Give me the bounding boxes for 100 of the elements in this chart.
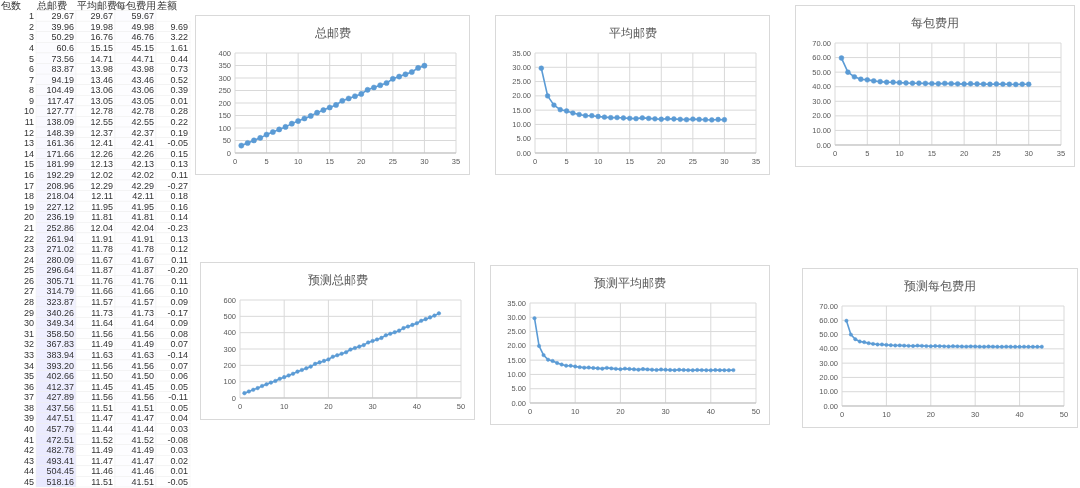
y-tick-label: 22 [23, 233, 34, 244]
data-label: 42.55 [131, 117, 154, 128]
data-label: 42.37 [131, 127, 154, 138]
data-label: 0.28 [170, 106, 188, 117]
data-label: 42.04 [131, 222, 154, 233]
data-label: 0.01 [170, 95, 188, 106]
data-label: 11.47 [91, 413, 113, 424]
y-tick-label: 37 [23, 392, 34, 403]
data-label: 15.15 [90, 42, 113, 53]
data-label: 0.73 [170, 64, 188, 75]
data-label: 393.20 [46, 360, 74, 371]
data-label: 11.56 [91, 392, 113, 403]
data-label: 0.04 [170, 413, 188, 424]
data-label: 0.39 [170, 85, 188, 96]
data-label: 11.91 [91, 233, 113, 244]
y-tick-label: 28 [23, 297, 34, 308]
data-label: 45.15 [131, 42, 154, 53]
data-label: 41.81 [131, 212, 154, 223]
data-label: 181.99 [46, 159, 74, 170]
data-label: 0.09 [170, 297, 188, 308]
y-tick-label: 7 [28, 74, 34, 85]
data-label: 236.19 [46, 212, 74, 223]
data-label: 0.16 [170, 201, 188, 212]
x-tick-label: 总邮费 [36, 0, 67, 11]
y-tick-label: 20 [23, 212, 34, 223]
y-tick-label: 40 [23, 424, 34, 435]
data-label: 0.05 [170, 381, 188, 392]
data-label: 9.69 [170, 21, 188, 32]
y-tick-label: 41 [23, 434, 34, 445]
data-label: 13.06 [90, 85, 113, 96]
data-label: 227.12 [46, 201, 74, 212]
y-tick-label: 35 [23, 371, 34, 382]
data-label: 41.47 [131, 413, 154, 424]
data-label: 83.87 [51, 64, 74, 75]
y-tick-label: 12 [23, 127, 34, 138]
data-label: 0.02 [170, 455, 188, 466]
y-tick-label: 1 [28, 11, 34, 22]
data-label: 252.86 [46, 222, 74, 233]
data-label: -0.17 [167, 307, 188, 318]
data-label: 0.11 [171, 254, 188, 265]
x-tick-label: 差额 [157, 0, 177, 11]
data-label: 12.41 [90, 138, 113, 149]
data-label: 0.44 [170, 53, 188, 64]
data-label: 11.52 [91, 434, 113, 445]
data-label: 0.13 [170, 159, 188, 170]
chart-title: 预测每包费用 [904, 279, 976, 293]
data-label: 41.91 [131, 233, 154, 244]
data-label: 296.64 [46, 265, 74, 276]
chart-title: 每包费用 [911, 16, 959, 30]
y-tick-label: 39 [23, 413, 34, 424]
data-label: 208.96 [46, 180, 74, 191]
data-label: 412.37 [46, 381, 74, 392]
y-tick-label: 19 [23, 201, 34, 212]
data-label: 323.87 [46, 297, 74, 308]
data-label: 11.63 [91, 349, 113, 360]
data-label: 12.37 [90, 127, 113, 138]
data-label: 427.89 [46, 392, 74, 403]
data-label: 11.47 [91, 455, 113, 466]
data-label: 43.98 [131, 64, 154, 75]
data-label: 12.29 [90, 180, 113, 191]
data-label: 73.56 [51, 53, 74, 64]
data-label: 42.26 [131, 148, 154, 159]
y-tick-label: 29 [23, 307, 34, 318]
data-label: 11.56 [91, 360, 113, 371]
y-tick-label: 27 [23, 286, 34, 297]
data-label: 60.6 [56, 42, 74, 53]
data-label: 11.87 [91, 265, 113, 276]
data-label: 148.39 [46, 127, 74, 138]
data-label: 11.50 [91, 371, 113, 382]
data-label: 11.51 [91, 402, 113, 413]
data-label: 42.78 [131, 106, 154, 117]
data-label: 29.67 [90, 11, 113, 22]
data-label: 41.50 [131, 371, 154, 382]
data-label: 41.95 [131, 201, 154, 212]
y-tick-label: 4 [28, 42, 34, 53]
data-label: 41.87 [131, 265, 154, 276]
data-label: 42.11 [132, 191, 154, 202]
y-tick-label: 14 [23, 148, 34, 159]
data-label: 340.26 [46, 307, 74, 318]
data-label: 0.14 [170, 212, 188, 223]
data-label: 13.46 [90, 74, 113, 85]
data-label: 0.06 [170, 371, 188, 382]
data-label: -0.27 [167, 180, 188, 191]
data-label: 0.12 [170, 244, 188, 255]
y-tick-label: 24 [23, 254, 34, 265]
data-label: 43.06 [131, 85, 154, 96]
data-label: 493.41 [46, 455, 74, 466]
data-label: 16.76 [90, 32, 113, 43]
data-label: 14.71 [90, 53, 113, 64]
data-label: 11.66 [91, 286, 113, 297]
y-tick-label: 3 [28, 32, 34, 43]
data-label: 518.16 [46, 477, 74, 487]
data-label: 43.05 [131, 95, 154, 106]
y-tick-label: 13 [23, 138, 34, 149]
data-label: 0.05 [170, 402, 188, 413]
y-tick-label: 31 [23, 328, 34, 339]
data-label: 44.71 [131, 53, 154, 64]
data-label: 437.56 [46, 402, 74, 413]
data-label: 41.45 [131, 381, 154, 392]
data-label: 11.46 [91, 466, 113, 477]
